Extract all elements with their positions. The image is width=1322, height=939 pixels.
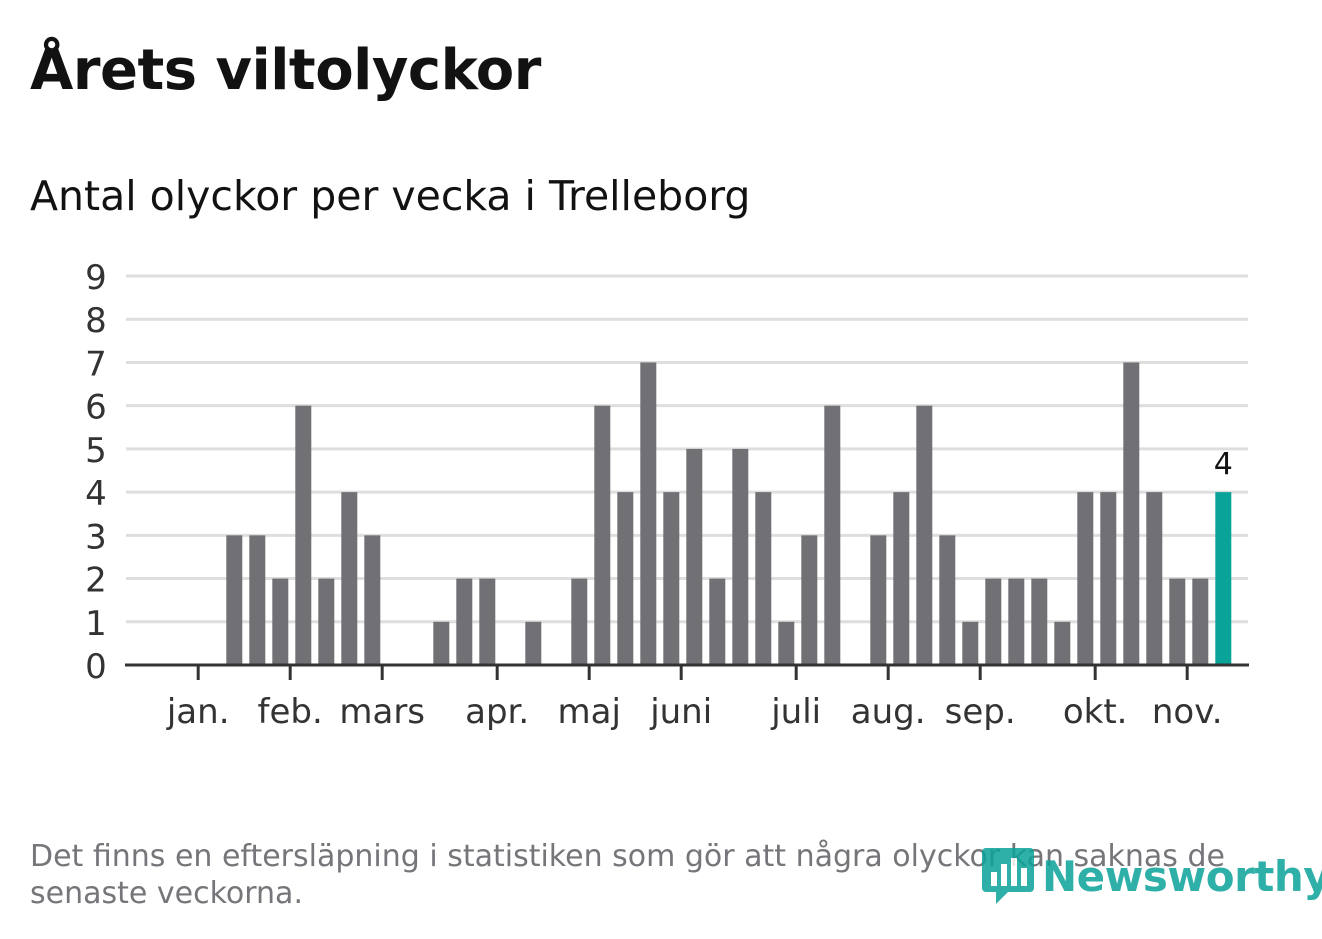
bar xyxy=(640,362,657,665)
bar xyxy=(364,535,381,665)
y-tick-label: 5 xyxy=(85,431,107,471)
x-tick-label: feb. xyxy=(258,692,323,732)
bar xyxy=(755,492,772,665)
bar xyxy=(1123,362,1140,665)
y-tick-label: 9 xyxy=(85,258,107,298)
bar xyxy=(249,535,266,665)
bar xyxy=(1192,578,1209,665)
bars xyxy=(226,362,1232,665)
bar xyxy=(778,621,795,665)
x-tick-label: nov. xyxy=(1152,692,1223,732)
bar xyxy=(824,405,841,665)
logo-text: Newsworthy xyxy=(1042,851,1322,901)
bar xyxy=(341,492,358,665)
x-tick-label: okt. xyxy=(1063,692,1128,732)
bar xyxy=(318,578,335,665)
y-tick-label: 1 xyxy=(85,604,107,644)
bar xyxy=(272,578,289,665)
x-tick-label: sep. xyxy=(945,692,1016,732)
bar xyxy=(1008,578,1025,665)
x-tick-label: aug. xyxy=(851,692,926,732)
bar xyxy=(1100,492,1117,665)
bar xyxy=(594,405,611,665)
newsworthy-logo: Newsworthy xyxy=(980,844,1322,908)
bar xyxy=(663,492,680,665)
bar xyxy=(939,535,956,665)
bar xyxy=(226,535,243,665)
bar xyxy=(571,578,588,665)
y-tick-label: 2 xyxy=(85,561,107,601)
x-tick-label: jan. xyxy=(166,692,230,732)
bar xyxy=(525,621,542,665)
x-tick-label: juli xyxy=(770,692,821,732)
x-tick-label: juni xyxy=(649,692,712,732)
bar-highlight xyxy=(1215,492,1232,665)
x-axis-ticks: jan. feb. mars apr. maj juni juli aug. sep. okt. n… xyxy=(166,665,1223,732)
data-labels: 4 xyxy=(1214,447,1233,482)
bar xyxy=(1054,621,1071,665)
bar xyxy=(732,448,749,665)
bar xyxy=(1146,492,1163,665)
x-tick-label: apr. xyxy=(465,692,529,732)
bar xyxy=(433,621,450,665)
y-tick-label: 7 xyxy=(85,344,107,384)
bar xyxy=(617,492,634,665)
bar xyxy=(686,448,703,665)
bar xyxy=(801,535,818,665)
bar xyxy=(709,578,726,665)
y-tick-label: 6 xyxy=(85,388,107,428)
bar xyxy=(1169,578,1186,665)
x-tick-label: mars xyxy=(339,692,425,732)
chart-title: Årets viltolyckor xyxy=(30,38,541,103)
bar xyxy=(1031,578,1048,665)
bar xyxy=(1077,492,1094,665)
newsworthy-chat-bars-icon xyxy=(982,848,1034,904)
bar xyxy=(479,578,496,665)
bar xyxy=(916,405,933,665)
chart-subtitle: Antal olyckor per vecka i Trelleborg xyxy=(30,172,751,220)
bar xyxy=(962,621,979,665)
y-tick-label: 0 xyxy=(85,647,107,687)
data-label-highlight: 4 xyxy=(1214,447,1233,482)
x-tick-label: maj xyxy=(557,692,620,732)
bar xyxy=(985,578,1002,665)
y-tick-label: 3 xyxy=(85,517,107,557)
bar xyxy=(456,578,473,665)
y-tick-label: 8 xyxy=(85,301,107,341)
bar xyxy=(295,405,312,665)
bar xyxy=(893,492,910,665)
bar xyxy=(870,535,887,665)
y-tick-label: 4 xyxy=(85,474,107,514)
